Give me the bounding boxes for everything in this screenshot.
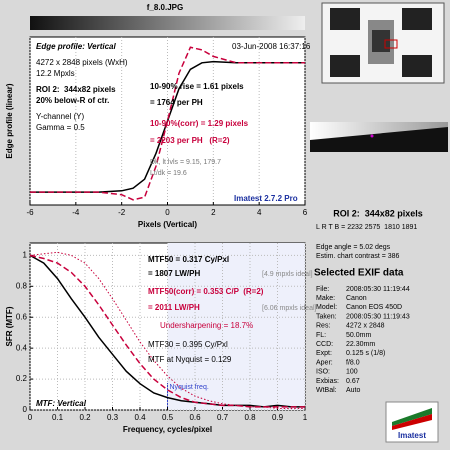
x-tick-label: 0	[165, 208, 170, 217]
exif-value: 0.125 s (1/8)	[346, 350, 385, 357]
x-tick-label: 2	[211, 208, 216, 217]
x-tick-label: 0.5	[162, 413, 174, 422]
annotation: 4272 x 2848 pixels (WxH)	[36, 58, 128, 67]
annotation: Dk, lt lvls = 9.15, 179.7	[150, 159, 221, 166]
y-tick-label: 0	[23, 405, 28, 414]
y-tick-label: 0.4	[16, 343, 28, 352]
roi-coords: L R T B = 2232 2575 1810 1891	[316, 224, 417, 231]
y-tick-label: 0.6	[16, 312, 28, 321]
y-axis-label: Edge profile (linear)	[5, 83, 14, 158]
x-tick-label: -4	[72, 208, 80, 217]
annotation: Y-channel (Y)	[36, 112, 85, 121]
x-tick-label: 0.8	[244, 413, 256, 422]
annotation: = 1764 per PH	[150, 98, 203, 107]
exif-value: Canon EOS 450D	[346, 304, 402, 311]
x-tick-label: 0.3	[107, 413, 119, 422]
exif-label: Aper:	[316, 359, 333, 366]
annotation: = 2011 LW/PH	[148, 303, 200, 312]
y-axis-label: SFR (MTF)	[5, 306, 14, 346]
annotation: MTF30 = 0.395 Cy/Pxl	[148, 340, 228, 349]
x-tick-label: -2	[118, 208, 126, 217]
exif-value: 2008:05:30 11:19:44	[346, 286, 410, 293]
nyquist-label: Nyquist freq.	[170, 384, 209, 391]
annotation: = 2203 per PH (R=2)	[150, 136, 230, 145]
exif-value: Auto	[346, 387, 361, 394]
exif-label: Expt:	[316, 350, 332, 357]
x-tick-label: 0	[28, 413, 33, 422]
annotation: Gamma = 0.5	[36, 123, 85, 132]
chart-title: Edge profile: Vertical	[36, 42, 117, 51]
thumbnail	[321, 2, 445, 84]
exif-value: 50.0mm	[346, 332, 371, 339]
annotation: ROI 2: 344x82 pixels	[36, 85, 116, 94]
x-tick-label: 0.9	[272, 413, 284, 422]
nyquist-region	[167, 243, 305, 410]
exif-value: 22.30mm	[346, 341, 375, 348]
annotation: 10-90% rise = 1.61 pixels	[150, 82, 244, 91]
annotation: 10-90%(corr) = 1.29 pixels	[150, 119, 249, 128]
annotation: MTF50(corr) = 0.353 C/P (R=2)	[148, 287, 264, 296]
x-axis-label: Pixels (Vertical)	[138, 220, 197, 229]
annotation: [6.06 mpxls ideal]	[262, 305, 317, 312]
series-line	[29, 254, 305, 408]
x-tick-label: 6	[303, 208, 308, 217]
roi-title: ROI 2: 344x82 pixels	[333, 208, 423, 218]
annotation: MTF50 = 0.317 Cy/Pxl	[148, 255, 229, 264]
annotation: Imatest 2.7.2 Pro	[234, 194, 298, 203]
series-line	[30, 46, 305, 201]
annotation: Undersharpening = 18.7%	[160, 321, 253, 330]
exif-label: File:	[316, 286, 329, 293]
x-tick-label: -6	[26, 208, 34, 217]
exif-value: Canon	[346, 295, 367, 302]
y-tick-label: 1	[23, 250, 28, 259]
gradient-strip	[30, 16, 305, 30]
exif-title: Selected EXIF data	[314, 268, 404, 279]
exif-label: CCD:	[316, 341, 333, 348]
x-axis-label: Frequency, cycles/pixel	[123, 425, 212, 434]
x-tick-label: 0.4	[134, 413, 146, 422]
x-tick-label: 0.2	[79, 413, 91, 422]
exif-value: 100	[346, 369, 358, 376]
exif-value: 4272 x 2848	[346, 323, 385, 330]
x-tick-label: 0.1	[52, 413, 64, 422]
chart-title: MTF: Vertical	[36, 399, 87, 408]
exif-label: Taken:	[316, 313, 337, 320]
annotation: 12.2 Mpxls	[36, 69, 75, 78]
exif-label: Make:	[316, 295, 335, 302]
file-name: f_8.0.JPG	[147, 3, 183, 12]
x-tick-label: 1	[303, 413, 308, 422]
x-tick-label: 0.6	[189, 413, 201, 422]
annotation: 20% below-R of ctr.	[36, 96, 109, 105]
exif-label: ISO:	[316, 369, 330, 376]
exif-label: Res:	[316, 323, 330, 330]
exif-value: f/8.0	[346, 359, 360, 366]
exif-label: WtBal:	[316, 387, 337, 394]
exif-value: 0.67	[346, 378, 360, 385]
annotation: Lt/dk = 19.6	[150, 170, 187, 177]
logo-text: Imatest	[398, 431, 426, 440]
exif-label: Model:	[316, 304, 337, 311]
annotation: = 1807 LW/PH	[148, 269, 200, 278]
chart-contrast: Estim. chart contrast = 386	[316, 253, 400, 260]
annotation: [4.9 mpxls ideal]	[262, 271, 313, 278]
exif-label: FL:	[316, 332, 326, 339]
x-tick-label: 4	[257, 208, 262, 217]
x-tick-label: 0.7	[217, 413, 229, 422]
exif-label: Exbias:	[316, 378, 339, 385]
roi-strip	[310, 122, 448, 152]
annotation: 03-Jun-2008 16:37:16	[232, 42, 311, 51]
exif-value: 2008:05:30 11:19:43	[346, 313, 410, 320]
edge-angle: Edge angle = 5.02 degs	[316, 244, 391, 251]
imatest-logo	[385, 401, 439, 443]
y-tick-label: 0.8	[16, 281, 28, 290]
y-tick-label: 0.2	[16, 374, 28, 383]
annotation: MTF at Nyquist = 0.129	[148, 355, 232, 364]
